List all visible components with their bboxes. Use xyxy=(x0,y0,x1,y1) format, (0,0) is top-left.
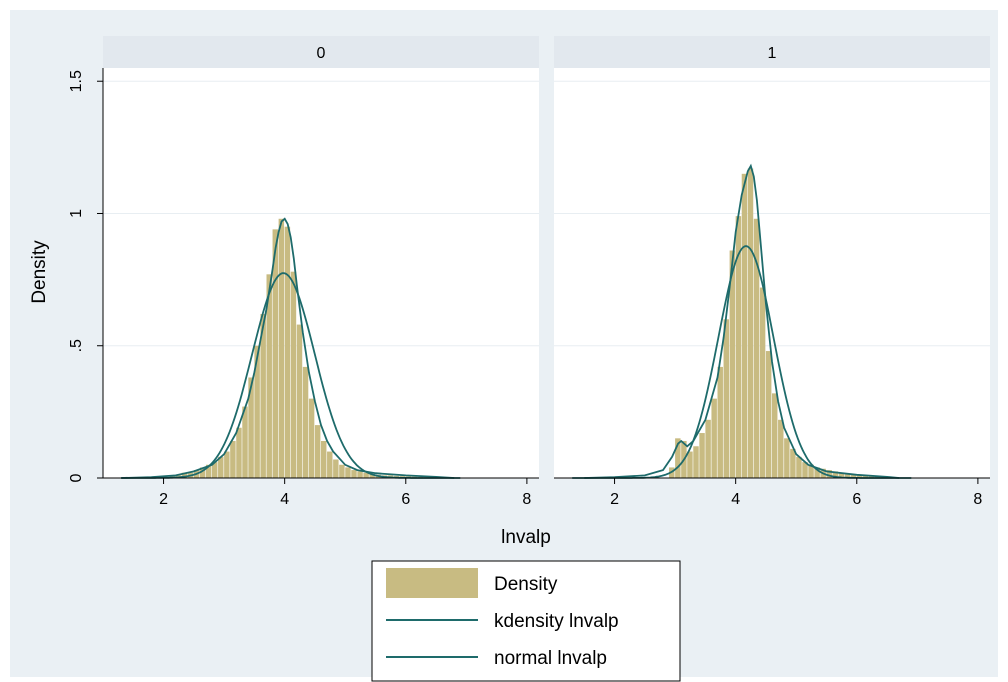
histogram-bar xyxy=(808,464,814,478)
histogram-bar xyxy=(205,464,212,478)
histogram-bar xyxy=(218,456,224,478)
histogram-bar xyxy=(363,472,369,478)
histogram-bar xyxy=(784,438,790,478)
histogram-bar xyxy=(802,462,808,478)
histogram-bar xyxy=(862,475,869,478)
histogram-bar xyxy=(230,440,236,478)
histogram-bar xyxy=(199,467,206,478)
y-tick-label: 1 xyxy=(68,209,85,218)
histogram-bar xyxy=(699,433,705,478)
histogram-bar xyxy=(832,471,839,478)
x-axis-label: lnvalp xyxy=(501,527,551,548)
x-tick-label: 2 xyxy=(159,491,168,508)
histogram-bar xyxy=(272,229,279,478)
histogram-bar xyxy=(260,314,266,478)
histogram-bar xyxy=(675,438,681,478)
y-tick-label: .5 xyxy=(68,339,85,352)
x-tick-label: 2 xyxy=(610,491,619,508)
histogram-bar xyxy=(169,475,176,478)
histogram-bar xyxy=(321,440,327,478)
histogram-bar xyxy=(723,319,730,478)
panel-1: 1 2 4 6 8 xyxy=(554,36,990,508)
histogram-bar xyxy=(236,427,242,478)
histogram-bar xyxy=(314,425,321,478)
histogram-bar xyxy=(369,474,375,478)
histogram-bar xyxy=(747,168,754,479)
histogram-bar xyxy=(753,218,760,478)
histogram-bar xyxy=(687,451,693,478)
legend-label-normal: normal lnvalp xyxy=(494,648,607,669)
x-tick-label: 4 xyxy=(731,491,740,508)
histogram-bar xyxy=(296,324,303,478)
histogram-bar xyxy=(844,474,851,478)
y-axis-label: Density xyxy=(29,240,50,304)
legend-label-density: Density xyxy=(494,574,558,595)
kdensity-curve xyxy=(584,163,900,479)
x-tick-label: 6 xyxy=(852,491,861,508)
plot-area xyxy=(103,68,539,478)
histogram-bar xyxy=(711,398,717,478)
x-tick-label: 4 xyxy=(280,491,289,508)
histogram-bar xyxy=(693,446,699,478)
histogram-bar xyxy=(284,226,291,478)
histogram-bar xyxy=(717,366,723,478)
x-tick-label: 8 xyxy=(973,491,982,508)
panel-strip xyxy=(554,36,990,68)
histogram-bar xyxy=(741,173,748,478)
histogram-bar xyxy=(790,448,796,478)
histogram-bar xyxy=(850,474,857,478)
histogram-bar xyxy=(254,345,260,478)
panel-title: 1 xyxy=(768,45,777,62)
legend-label-kdensity: kdensity lnvalp xyxy=(494,611,619,632)
y-tick-label: 0 xyxy=(68,473,85,482)
histogram-bar xyxy=(705,419,711,478)
histogram-bar xyxy=(351,470,357,478)
histogram-bar xyxy=(248,377,254,478)
histogram-bar xyxy=(278,218,285,478)
histogram-bar xyxy=(302,366,309,478)
histogram-bar xyxy=(796,456,802,478)
x-tick-label: 8 xyxy=(522,491,531,508)
panel-strip xyxy=(103,36,539,68)
histogram-bar xyxy=(856,475,863,478)
histogram-bar xyxy=(814,467,820,478)
histogram-bar xyxy=(290,271,297,478)
facet-panels: 0 2 4 6 8 0 .5 1 1.5 1 2 4 6 8 xyxy=(68,36,990,508)
histogram-bar xyxy=(212,462,218,478)
histogram-bar xyxy=(357,471,363,478)
histogram-bar xyxy=(327,451,333,478)
histogram-bar xyxy=(308,398,315,478)
histogram-bar xyxy=(778,419,784,478)
histogram-bar xyxy=(765,351,772,478)
histogram-bar xyxy=(729,250,736,478)
histogram-bar xyxy=(333,459,339,478)
histogram-bar xyxy=(838,472,845,478)
y-tick-label: 1.5 xyxy=(68,70,85,92)
histogram-bar xyxy=(826,470,832,478)
kdensity-curve xyxy=(121,217,455,479)
legend-swatch-density xyxy=(386,568,478,598)
histogram-bar xyxy=(224,451,230,478)
panel-0: 0 2 4 6 8 0 .5 1 1.5 xyxy=(68,36,539,508)
histogram-bar xyxy=(242,406,248,478)
panel-title: 0 xyxy=(317,45,326,62)
histogram-bar xyxy=(759,287,766,478)
histogram-bar xyxy=(266,274,272,478)
legend: Density kdensity lnvalp normal lnvalp xyxy=(371,560,681,682)
histogram-bar xyxy=(735,216,742,478)
histogram-bar xyxy=(181,472,188,478)
histogram-bar xyxy=(345,467,351,478)
histogram-bar xyxy=(772,393,778,478)
histogram-bar xyxy=(339,464,345,478)
x-tick-label: 6 xyxy=(401,491,410,508)
